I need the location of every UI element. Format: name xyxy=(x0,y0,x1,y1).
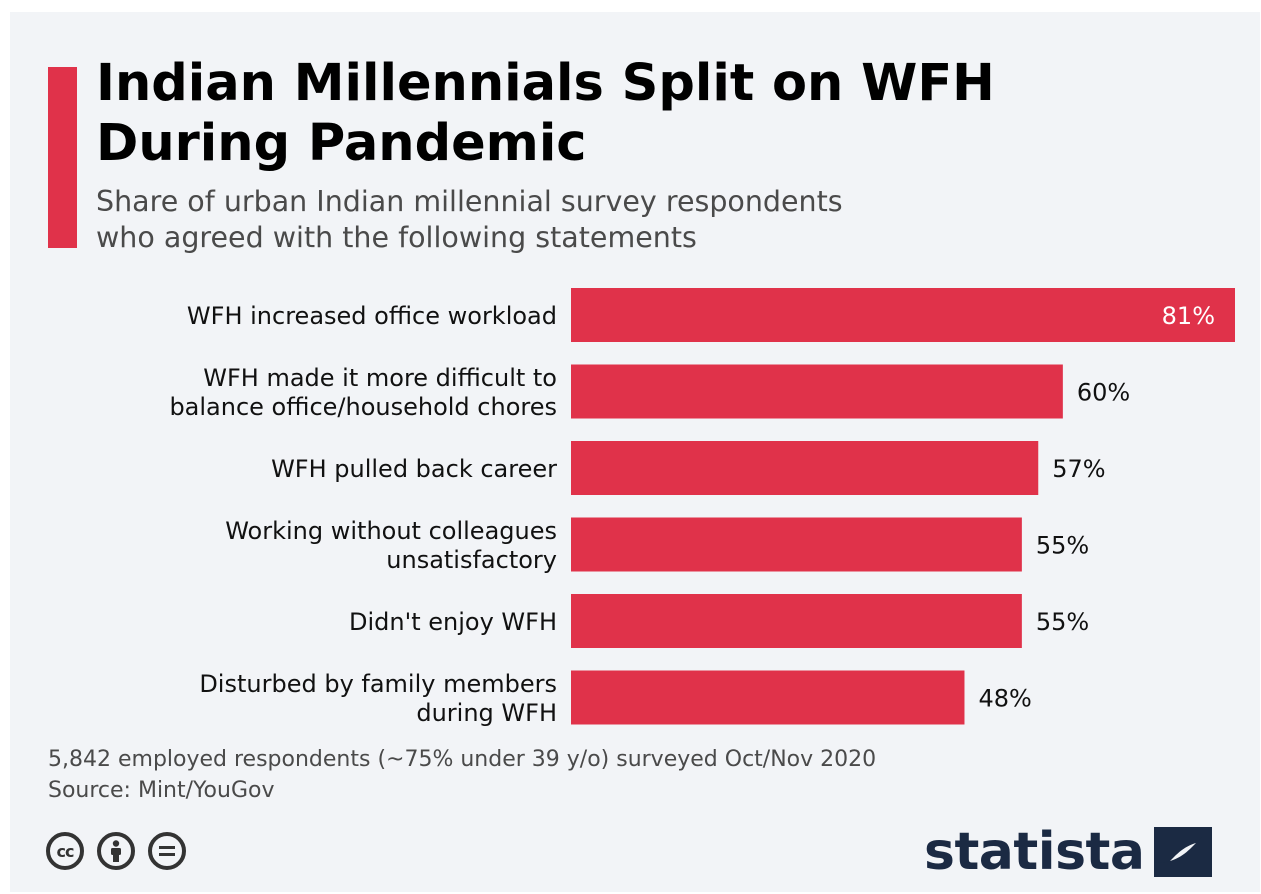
bar xyxy=(571,670,965,725)
cc-label: cc xyxy=(56,841,75,861)
attribution-icon[interactable] xyxy=(97,832,135,870)
chart-subtitle: Share of urban Indian millennial survey … xyxy=(96,185,843,254)
value-label: 57% xyxy=(1052,455,1105,483)
chart-title: Indian Millennials Split on WFH During P… xyxy=(96,54,995,173)
bar xyxy=(571,441,1039,495)
category-label: WFH made it more difficult to balance off… xyxy=(169,364,557,421)
value-label: 55% xyxy=(1036,532,1089,560)
person-icon xyxy=(111,840,121,862)
no-derivatives-icon[interactable] xyxy=(148,832,186,870)
chart-footnote: 5,842 employed respondents (~75% under 3… xyxy=(48,744,876,806)
license-icons: cc xyxy=(46,832,186,870)
title-accent-bar xyxy=(48,67,77,248)
bar xyxy=(571,288,1235,342)
statista-brand[interactable]: statista xyxy=(924,822,1213,882)
statista-wordmark: statista xyxy=(924,822,1145,882)
bar xyxy=(571,594,1022,648)
value-label: 55% xyxy=(1036,608,1089,636)
value-label: 81% xyxy=(1162,302,1215,330)
bar xyxy=(571,517,1022,572)
statista-logo-icon xyxy=(1154,827,1213,877)
source-note: Source: Mint/YouGov xyxy=(48,778,275,803)
bar xyxy=(571,364,1063,419)
category-label: Disturbed by family members during WFH xyxy=(199,670,557,727)
survey-note: 5,842 employed respondents (~75% under 3… xyxy=(48,747,877,772)
category-label: WFH pulled back career xyxy=(271,455,557,483)
value-label: 48% xyxy=(978,685,1031,713)
equals-icon xyxy=(159,846,175,856)
value-label: 60% xyxy=(1077,379,1130,407)
category-label: Didn't enjoy WFH xyxy=(349,608,557,636)
category-label: Working without colleagues unsatisfactory xyxy=(225,517,557,574)
category-label: WFH increased office workload xyxy=(187,302,557,330)
creative-commons-icon[interactable]: cc xyxy=(46,832,84,870)
